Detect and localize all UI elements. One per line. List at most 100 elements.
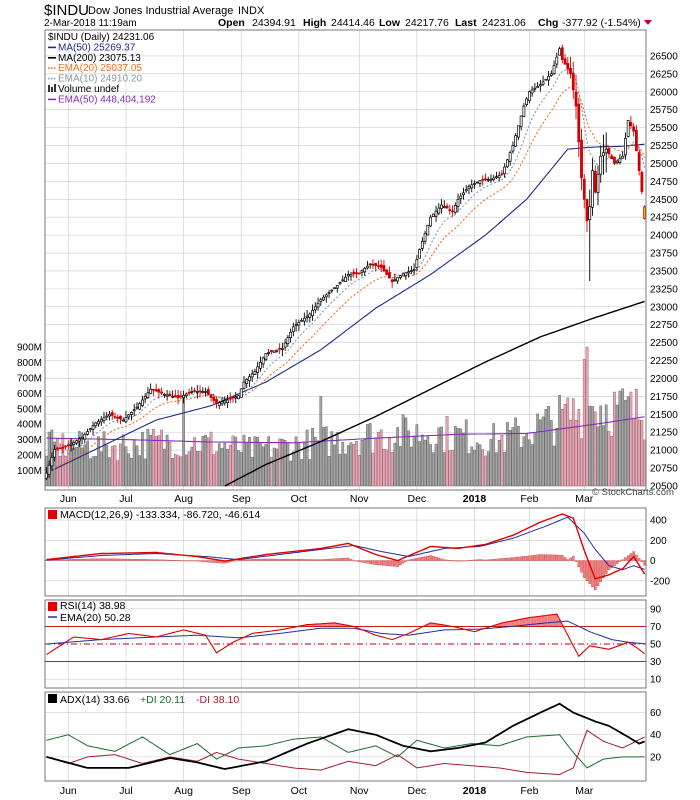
rsi-overbought-fill [302,625,306,627]
legend-swatch [54,84,56,92]
volume-bar [596,426,600,487]
volume-bar [643,439,646,487]
candle-body [486,179,490,181]
volume-bar [270,456,273,487]
macd-histogram-bar [637,558,641,561]
volume-bar [289,460,292,487]
candle-body [467,186,471,190]
volume-tick-label: 300M [17,435,42,446]
volume-bar [105,444,109,487]
macd-histogram-bar [80,558,84,561]
volume-bar [316,440,320,487]
macd-histogram-bar [401,560,405,564]
candle-body [522,105,526,117]
macd-histogram-bar [618,560,622,562]
ema20-line [46,86,646,474]
macd-histogram-bar [377,560,380,566]
candle-body [588,206,592,220]
adx-tick-label: 20 [650,752,662,763]
macd-histogram-bar [314,559,317,561]
ma50-line [46,143,645,474]
candle-body [316,302,320,308]
price-tick-label: 24750 [650,177,678,188]
minus-di-label: -DI 38.10 [196,694,239,706]
candle-body [242,381,246,389]
open-label: Open [218,17,245,29]
macd-histogram-bar [470,559,473,561]
macd-histogram-bar [325,559,328,561]
legend-entry: EMA(10) 24910.20 [58,74,142,85]
macd-tick-label: 0 [650,556,656,567]
candle-body [448,209,452,211]
macd-histogram-bar [604,560,608,574]
candle-body [86,431,89,435]
rsi-overbought-fill [344,624,347,627]
macd-histogram-bar [267,558,270,561]
candle-body [555,56,559,65]
volume-bar [377,432,380,487]
macd-histogram-bar [297,559,301,561]
volume-bar [206,437,210,487]
candle-body [294,324,298,327]
price-tick-label: 26500 [650,51,678,62]
volume-bar [259,442,262,487]
symbol-title: $INDU [44,2,89,19]
candle-body [256,366,260,373]
volume-bar [577,408,581,487]
candle-body [459,195,463,199]
macd-histogram-bar [610,560,613,568]
candle-body [618,158,622,163]
macd-histogram-bar [363,560,366,563]
volume-bar [388,438,391,487]
candle-body [179,395,183,398]
macd-histogram-bar [278,558,281,561]
volume-bar [401,414,405,487]
macd-histogram-bar [489,559,493,561]
macd-histogram-bar [168,559,172,561]
rsi-overbought-fill [511,620,515,627]
volume-bar [404,417,408,487]
macd-legend-swatch [48,510,57,519]
candle-body [119,415,122,420]
rsi-overbought-fill [431,623,435,627]
macd-histogram-bar [588,560,591,585]
candle-body [157,389,161,393]
candle-body [357,272,361,275]
volume-bar [431,452,435,487]
adx-month-label: Dec [408,785,427,797]
macd-histogram-bar [552,554,556,561]
macd-histogram-bar [250,559,254,561]
candle-body [58,447,62,450]
candle-body [198,390,202,393]
candle-body [445,205,449,209]
volume-bar [292,451,295,487]
candle-body [234,396,238,399]
volume-bar [313,436,317,487]
volume-bar [390,452,394,487]
candle-body [231,396,235,399]
candle-body [272,350,276,353]
macd-histogram-bar [333,558,336,561]
volume-bar [385,449,389,487]
candle-body [541,81,545,85]
volume-bar [94,456,98,487]
volume-tick-label: 200M [17,451,42,462]
macd-histogram-bar [259,558,262,561]
rsi-overbought-fill [434,623,438,627]
volume-tick-label: 500M [17,404,42,415]
candle-body [547,76,550,81]
candle-body [344,276,347,282]
macd-histogram-bar [270,558,273,561]
candle-body [116,416,120,419]
rsi-overbought-fill [341,624,345,627]
candle-body [346,274,350,277]
candle-body [511,145,515,152]
rsi-panel: 10 30 50 70 90 [44,599,662,689]
macd-histogram-bar [423,556,427,561]
candle-body [291,326,295,332]
volume-bar [116,460,120,487]
macd-histogram-bar [171,560,174,561]
rsi-overbought-fill [517,619,520,627]
rsi-overbought-fill [440,624,443,627]
volume-bar [179,456,183,487]
